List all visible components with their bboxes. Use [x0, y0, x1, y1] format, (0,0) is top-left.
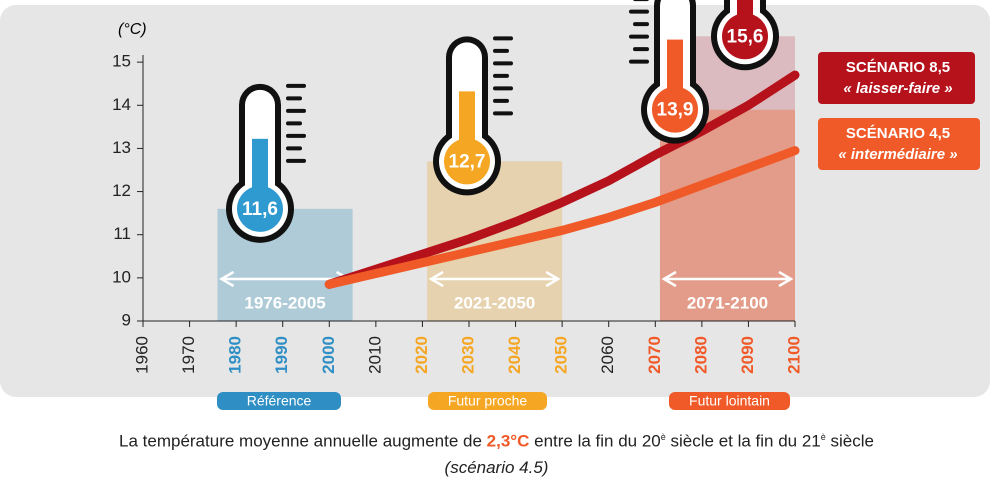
legend-box	[818, 118, 980, 170]
thermometer: 15,6	[711, 0, 779, 71]
scenario-line	[324, 70, 800, 289]
period-badge	[428, 392, 547, 410]
caption-text: entre la fin du 20	[529, 431, 661, 451]
y-tick-label: 9	[122, 310, 131, 329]
arrow-head	[219, 270, 235, 288]
thermometer: 12,7	[433, 36, 513, 196]
period-label: 2071-2100	[687, 293, 768, 312]
legend-name: SCÉNARIO 4,5	[846, 125, 950, 142]
x-tick-label: 2040	[505, 336, 524, 374]
caption-text: siècle et la fin du 21	[665, 431, 821, 451]
caption: La température moyenne annuelle augmente…	[0, 424, 993, 481]
legend-subtitle: « laisser-faire »	[843, 80, 952, 97]
x-tick-label: 1980	[226, 336, 245, 374]
chart: 1976-2005 2021-2050 2071-2100 9 10 11 12 13 14 15…	[0, 0, 990, 410]
y-tick-label: 15	[112, 52, 131, 71]
caption-sup: è	[820, 432, 826, 442]
value-label: 15,6	[727, 26, 764, 47]
legend-subtitle: « intermédiaire »	[838, 146, 957, 163]
arrow-head	[545, 270, 561, 288]
y-tick-label: 13	[112, 138, 131, 157]
arrow-head	[428, 270, 444, 288]
x-tick-label: 1960	[132, 336, 151, 374]
y-axis-label: (°C)	[118, 21, 147, 38]
period-badge-label: Futur proche	[448, 393, 528, 409]
x-tick-label: 2010	[365, 336, 384, 374]
caption-text: La température moyenne annuelle augmente…	[119, 431, 487, 451]
x-tick-label: 2060	[598, 336, 617, 374]
caption-text: siècle	[825, 431, 874, 451]
thermometer: 11,6	[226, 83, 306, 243]
value-label: 13,9	[657, 100, 694, 121]
caption-sup: è	[660, 432, 666, 442]
x-tick-label: 2070	[645, 336, 664, 374]
x-tick-label: 2080	[691, 336, 710, 374]
y-tick-label: 10	[112, 267, 131, 286]
period-badge-label: Futur lointain	[689, 393, 770, 409]
period-badge-label: Référence	[247, 393, 312, 409]
arrow-head	[661, 270, 677, 288]
thermo-bulb	[722, 13, 768, 60]
x-tick-label: 1970	[179, 336, 198, 374]
x-tick-label: 2100	[784, 336, 803, 374]
period-badge	[217, 392, 341, 410]
value-label: 11,6	[242, 199, 278, 220]
legend-name: SCÉNARIO 8,5	[846, 59, 950, 76]
x-tick-label: 2090	[738, 336, 757, 374]
x-tick-label: 2030	[458, 336, 477, 374]
scenario-line	[324, 146, 800, 289]
arrow-head	[778, 270, 794, 288]
x-tick-label: 1990	[272, 336, 291, 374]
caption-note: (scénario 4.5)	[444, 457, 549, 477]
caption-highlight: 2,3°C	[486, 431, 530, 451]
y-tick-label: 12	[112, 181, 131, 200]
thermo-bulb	[237, 185, 283, 232]
x-tick-label: 2020	[412, 336, 431, 374]
period-label: 2021-2050	[454, 293, 535, 312]
x-tick-label: 2050	[552, 336, 571, 374]
period-badge	[669, 392, 790, 410]
x-tick-label: 2000	[319, 336, 338, 374]
y-tick-label: 11	[113, 224, 131, 243]
value-label: 12,7	[449, 151, 486, 172]
thermo-bulb	[444, 138, 490, 185]
y-tick-label: 14	[112, 95, 131, 114]
thermo-bulb	[652, 86, 698, 133]
period-label: 1976-2005	[244, 293, 325, 312]
thermometer: 13,9	[629, 0, 709, 144]
legend-box	[818, 52, 975, 104]
